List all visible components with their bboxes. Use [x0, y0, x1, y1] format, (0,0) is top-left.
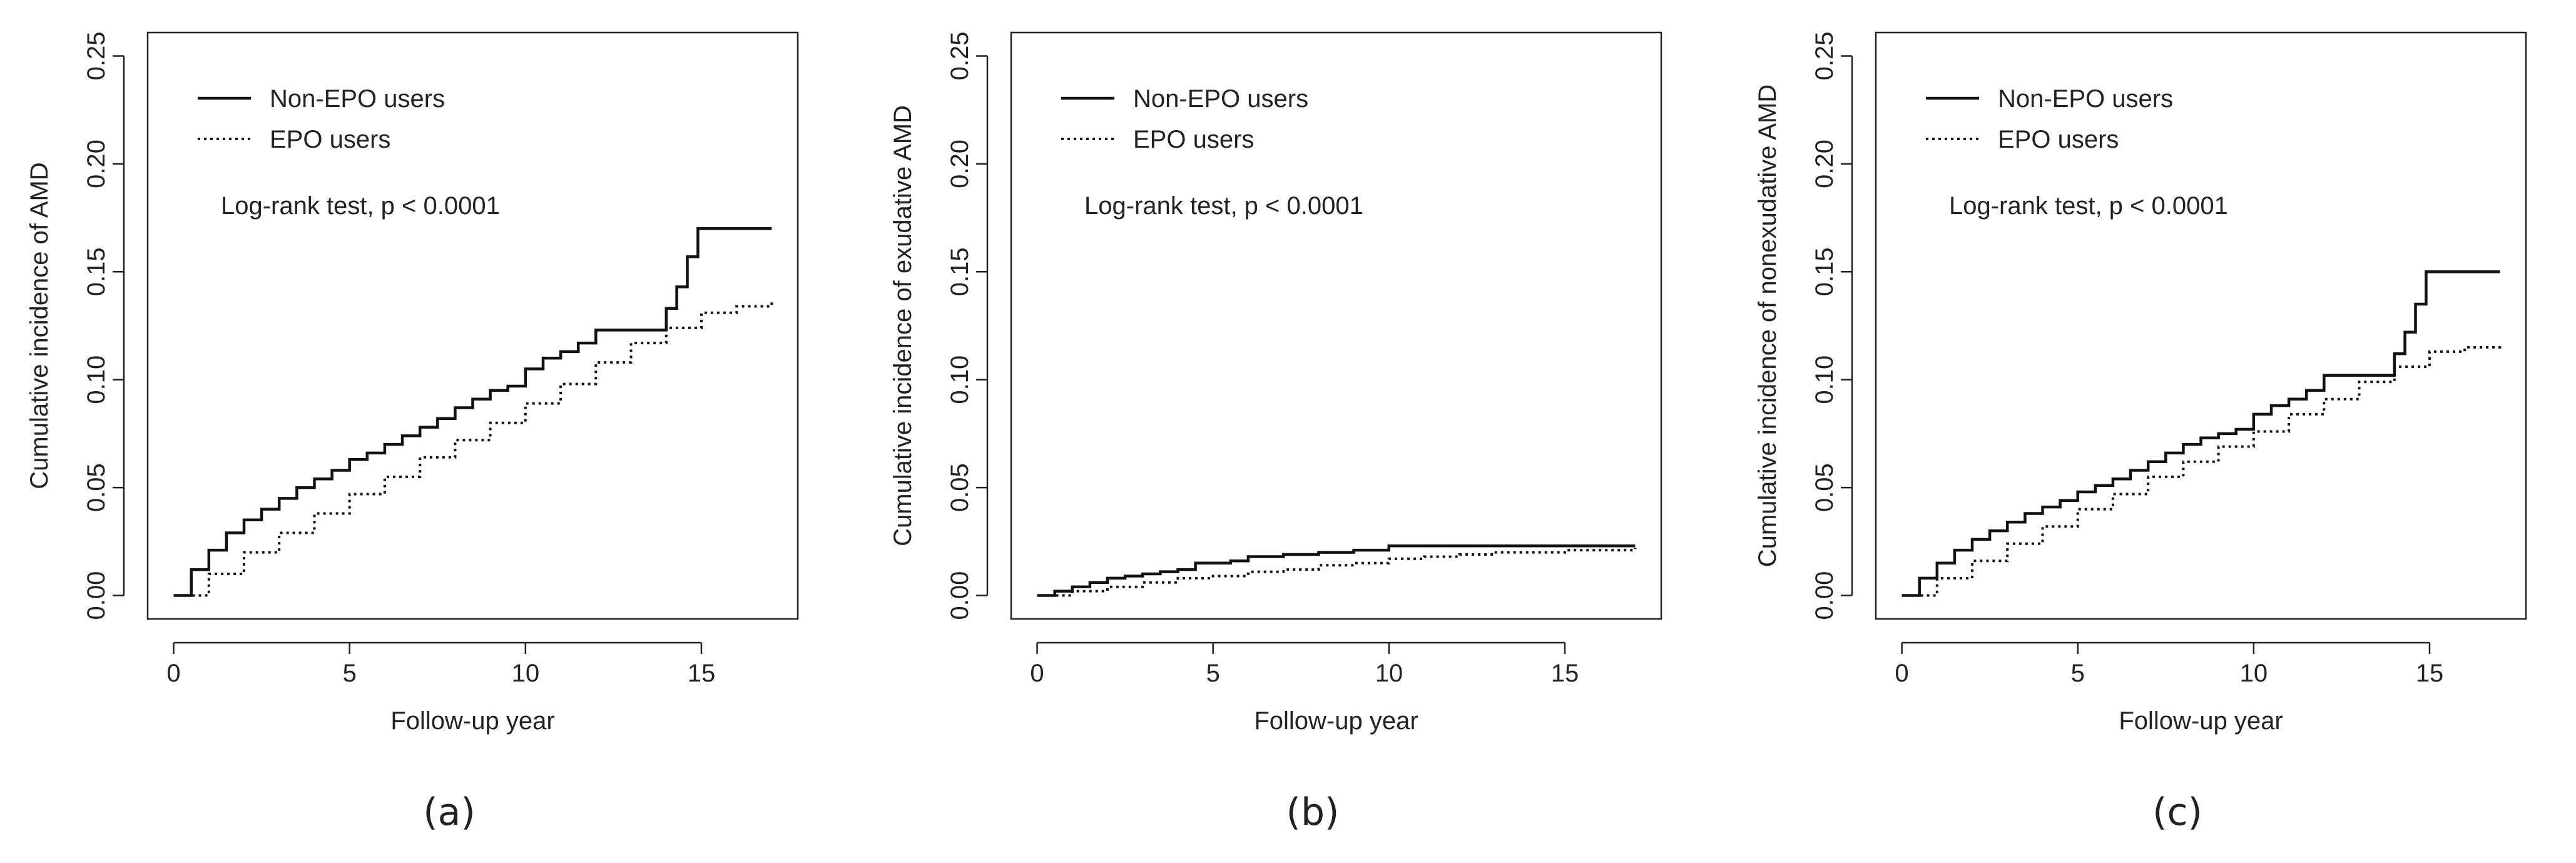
panel-label: (c) [2152, 790, 2202, 834]
y-tick-label: 0.20 [946, 140, 974, 188]
y-axis-label: Cumulative incidence of exudative AMD [889, 105, 917, 546]
y-tick-label: 0.10 [83, 355, 110, 404]
legend-label-epo: EPO users [1998, 126, 2119, 153]
x-axis-label: Follow-up year [390, 707, 554, 735]
y-tick-label: 0.15 [946, 247, 974, 296]
y-tick-label: 0.20 [1811, 140, 1838, 188]
y-tick-label: 0.00 [1811, 571, 1838, 620]
y-tick-label: 0.15 [1811, 247, 1838, 296]
log-rank-annotation: Log-rank test, p < 0.0001 [221, 192, 500, 220]
plot-frame [146, 31, 799, 620]
log-rank-annotation: Log-rank test, p < 0.0001 [1084, 192, 1363, 220]
x-tick-label: 10 [1375, 660, 1403, 687]
y-axis-label: Cumulative incidence of AMD [26, 162, 53, 489]
y-tick-label: 0.05 [946, 463, 974, 512]
x-tick-label: 10 [512, 660, 540, 687]
plot-frame [1010, 31, 1662, 620]
series-line-non-epo [1901, 270, 2500, 597]
panel-2: 0.00 0.05 0.10 0.15 0.20 0.25 0 5 10 15 Follow-up … [889, 31, 1662, 834]
legend-label-non-epo: Non-EPO users [270, 85, 445, 113]
y-tick-label: 0.05 [83, 463, 110, 512]
series-line-non-epo [1037, 544, 1636, 597]
x-tick-label: 0 [1895, 660, 1908, 687]
panel-1: 0.00 0.05 0.10 0.15 0.20 0.25 0 5 10 15 Follow-up … [26, 31, 799, 834]
y-tick-label: 0.00 [83, 571, 110, 620]
y-tick-label: 0.10 [946, 355, 974, 404]
y-tick-label: 0.10 [1811, 355, 1838, 404]
x-axis-label: Follow-up year [2119, 707, 2283, 735]
series-line-non-epo [173, 227, 772, 597]
y-tick-label: 0.25 [946, 32, 974, 81]
series-line-epo [1901, 343, 2502, 597]
y-axis-label: Cumulative incidence of nonexudative AMD [1754, 84, 1781, 568]
legend-label-epo: EPO users [270, 126, 390, 153]
legend-label-non-epo: Non-EPO users [1998, 85, 2173, 113]
plot-frame [1875, 31, 2527, 620]
x-tick-label: 5 [343, 660, 357, 687]
x-tick-label: 5 [2071, 660, 2085, 687]
x-tick-label: 15 [2416, 660, 2444, 687]
legend-label-non-epo: Non-EPO users [1133, 85, 1308, 113]
series-line-epo [1037, 548, 1637, 597]
series-line-epo [173, 300, 773, 597]
legend-label-epo: EPO users [1133, 126, 1254, 153]
x-tick-label: 0 [166, 660, 180, 687]
y-tick-label: 0.05 [1811, 463, 1838, 512]
log-rank-annotation: Log-rank test, p < 0.0001 [1949, 192, 2228, 220]
x-axis-label: Follow-up year [1254, 707, 1418, 735]
x-tick-label: 5 [1206, 660, 1220, 687]
y-tick-label: 0.20 [83, 140, 110, 188]
panel-label: (a) [423, 790, 476, 834]
x-tick-label: 15 [1551, 660, 1579, 687]
x-tick-label: 0 [1030, 660, 1044, 687]
y-tick-label: 0.25 [83, 32, 110, 81]
panel-label: (b) [1286, 790, 1340, 834]
x-tick-label: 15 [688, 660, 716, 687]
panel-3: 0.00 0.05 0.10 0.15 0.20 0.25 0 5 10 15 Follow-up … [1754, 31, 2527, 834]
x-tick-label: 10 [2240, 660, 2268, 687]
y-tick-label: 0.00 [946, 571, 974, 620]
y-tick-label: 0.25 [1811, 32, 1838, 81]
y-tick-label: 0.15 [83, 247, 110, 296]
